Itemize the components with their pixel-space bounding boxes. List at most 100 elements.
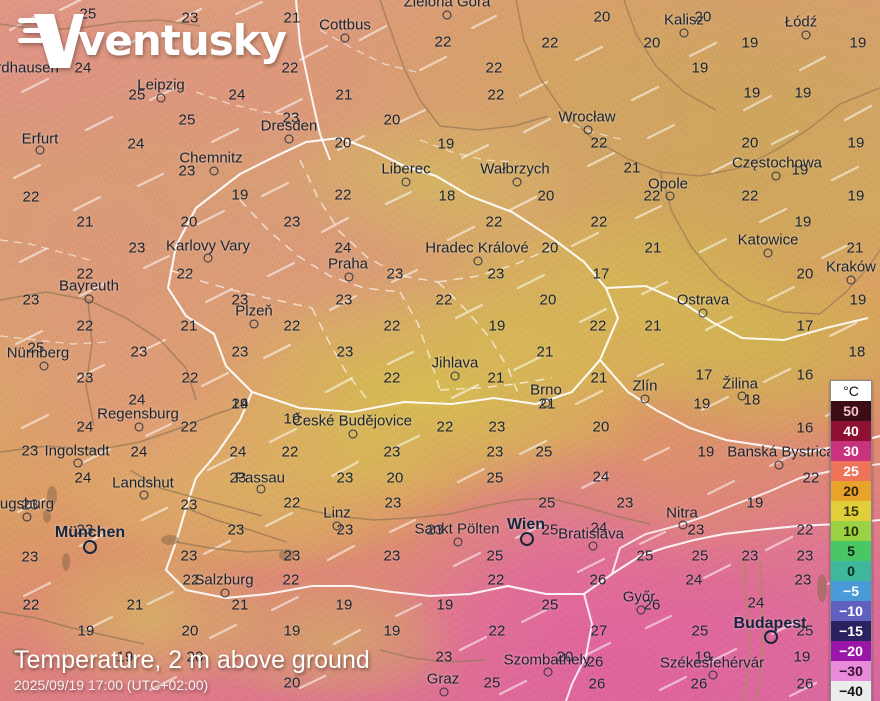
city-marker-dot[interactable] [583, 125, 593, 135]
city-marker-dot[interactable] [679, 28, 689, 38]
legend-stop[interactable]: 30 [831, 441, 871, 461]
city-marker-dot[interactable] [256, 484, 266, 494]
city-marker-dot[interactable] [541, 398, 551, 408]
temperature-reading: 19 [383, 622, 401, 640]
legend-stop[interactable]: −20 [831, 641, 871, 661]
legend-stop[interactable]: 10 [831, 521, 871, 541]
city-marker-dot[interactable] [665, 191, 675, 201]
temperature-reading: 22 [182, 571, 200, 589]
temperature-reading: 22 [643, 187, 661, 205]
city-marker-dot[interactable] [209, 166, 219, 176]
city-marker-dot[interactable] [771, 171, 781, 181]
city-marker-dot[interactable] [763, 248, 773, 258]
city-marker-dot[interactable] [846, 275, 856, 285]
temperature-reading: 27 [590, 622, 608, 640]
city-marker-dot[interactable] [340, 33, 350, 43]
city-marker-dot[interactable] [636, 605, 646, 615]
legend-stop[interactable]: 40 [831, 421, 871, 441]
city-marker-dot[interactable] [249, 319, 259, 329]
temperature-reading: 23 [180, 547, 198, 565]
city-marker-dot[interactable] [139, 490, 149, 500]
city-marker-dot[interactable] [134, 422, 144, 432]
legend-stop[interactable]: 20 [831, 481, 871, 501]
temperature-reading: 20 [383, 111, 401, 129]
city-marker-dot[interactable] [401, 177, 411, 187]
city-marker-dot[interactable] [588, 541, 598, 551]
city-marker-dot[interactable] [332, 521, 342, 531]
temperature-reading: 23 [435, 648, 453, 666]
city-marker-dot[interactable] [640, 394, 650, 404]
temperature-reading: 23 [282, 109, 300, 127]
temperature-reading: 21 [487, 369, 505, 387]
temperature-reading: 22 [76, 317, 94, 335]
city-marker-dot[interactable] [84, 294, 94, 304]
temperature-reading: 19 [741, 34, 759, 52]
legend-stop[interactable]: −5 [831, 581, 871, 601]
city-marker-dot[interactable] [73, 458, 83, 468]
city-marker-dot[interactable] [83, 540, 97, 554]
temperature-reading: 21 [590, 369, 608, 387]
temperature-reading: 18 [848, 343, 866, 361]
temperature-reading: 22 [590, 134, 608, 152]
legend-stop[interactable]: 50 [831, 401, 871, 421]
legend-stop[interactable]: −40 [831, 681, 871, 701]
temperature-reading: 19 [794, 84, 812, 102]
temperature-reading: 22 [589, 317, 607, 335]
temperature-reading: 19 [283, 410, 301, 428]
city-marker-dot[interactable] [512, 177, 522, 187]
city-marker-dot[interactable] [156, 93, 166, 103]
legend-stop[interactable]: 5 [831, 541, 871, 561]
city-marker-dot[interactable] [520, 532, 534, 546]
legend-stop[interactable]: −10 [831, 601, 871, 621]
city-marker-dot[interactable] [453, 537, 463, 547]
city-marker-dot[interactable] [764, 630, 778, 644]
temperature-legend[interactable]: °C 50 40 30 25 20 15 10 5 0 −5 −10 −15 −20 −30 −40 [830, 380, 872, 701]
temperature-reading: 21 [76, 213, 94, 231]
temperature-reading: 17 [695, 366, 713, 384]
temperature-reading: 24 [228, 86, 246, 104]
temperature-reading: 19 [697, 443, 715, 461]
temperature-reading: 23 [383, 443, 401, 461]
city-marker-dot[interactable] [203, 253, 213, 263]
city-marker-dot[interactable] [708, 670, 718, 680]
temperature-reading: 19 [849, 34, 867, 52]
ventusky-logo[interactable]: ventusky [18, 12, 287, 70]
legend-stop[interactable]: 25 [831, 461, 871, 481]
temperature-reading: 24 [334, 239, 352, 257]
city-marker-dot[interactable] [39, 361, 49, 371]
legend-stop[interactable]: 15 [831, 501, 871, 521]
city-marker-dot[interactable] [220, 588, 230, 598]
city-marker-dot[interactable] [439, 687, 449, 697]
temperature-reading: 22 [22, 596, 40, 614]
temperature-reading: 19 [849, 291, 867, 309]
city-marker-dot[interactable] [35, 145, 45, 155]
temperature-reading: 20 [796, 265, 814, 283]
temperature-reading: 19 [794, 213, 812, 231]
temperature-reading: 24 [76, 418, 94, 436]
legend-stop[interactable]: 0 [831, 561, 871, 581]
temperature-reading: 19 [77, 622, 95, 640]
city-marker-dot[interactable] [348, 429, 358, 439]
city-marker-dot[interactable] [22, 512, 32, 522]
city-marker-dot[interactable] [543, 667, 553, 677]
city-marker-dot[interactable] [737, 391, 747, 401]
city-marker-dot[interactable] [678, 520, 688, 530]
city-marker-dot[interactable] [450, 371, 460, 381]
temperature-reading: 20 [694, 8, 712, 26]
city-marker-dot[interactable] [284, 134, 294, 144]
legend-stop[interactable]: −30 [831, 661, 871, 681]
temperature-reading: 25 [79, 5, 97, 23]
city-marker-dot[interactable] [473, 256, 483, 266]
city-marker-dot[interactable] [344, 272, 354, 282]
city-marker-dot[interactable] [801, 30, 811, 40]
temperature-reading: 23 [229, 469, 247, 487]
temperature-reading: 19 [231, 395, 249, 413]
city-marker-dot[interactable] [774, 460, 784, 470]
city-marker-dot[interactable] [442, 10, 452, 20]
temperature-reading: 19 [437, 135, 455, 153]
legend-stop[interactable]: −15 [831, 621, 871, 641]
temperature-reading: 20 [592, 418, 610, 436]
city-marker-dot[interactable] [698, 308, 708, 318]
temperature-reading: 19 [693, 395, 711, 413]
